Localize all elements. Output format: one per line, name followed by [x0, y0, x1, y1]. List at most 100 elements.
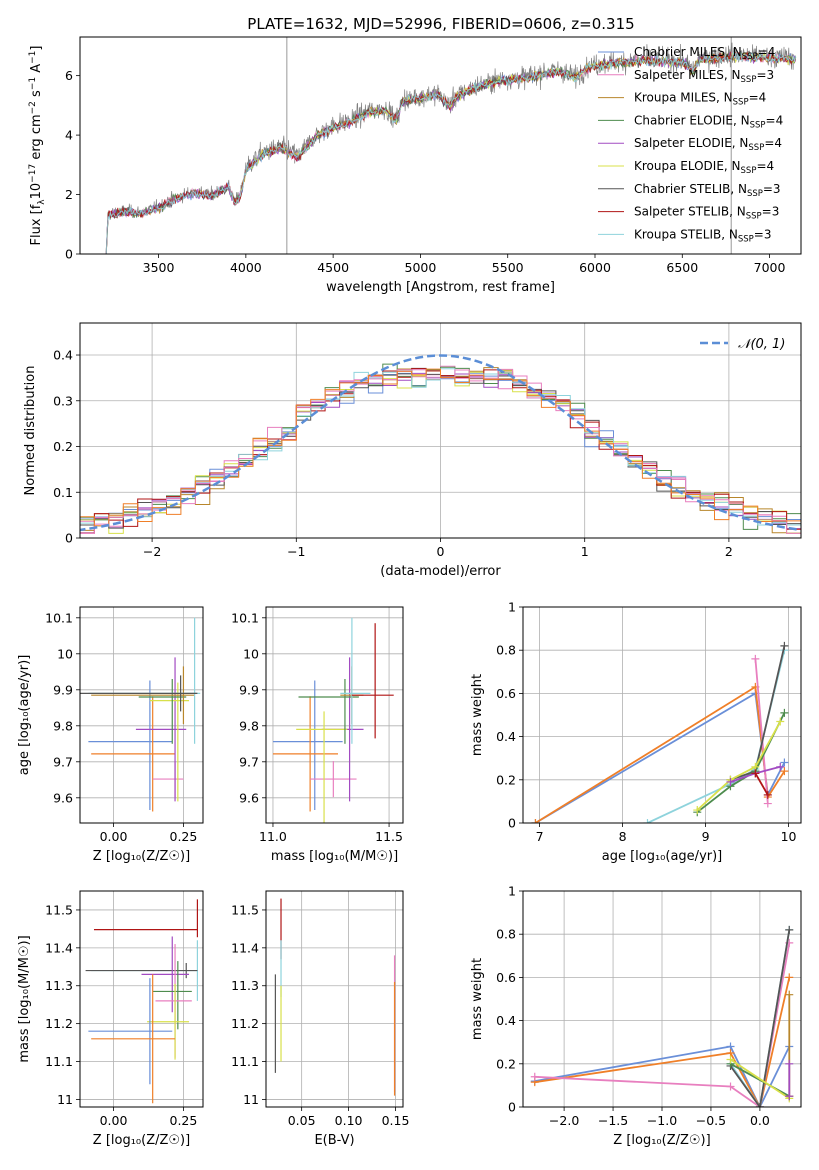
data-point-marker — [780, 767, 789, 776]
errorbar-point — [340, 617, 371, 744]
data-point-marker — [530, 1072, 539, 1081]
errorbar-point — [91, 666, 195, 724]
errorbar-point — [93, 899, 199, 938]
y-tick-label: 1 — [508, 884, 516, 899]
errorbar-point — [147, 983, 190, 1060]
y-tick-label: 9.8 — [239, 718, 259, 733]
data-point-marker — [785, 990, 794, 999]
data-point-marker — [776, 762, 785, 771]
x-tick-label: −1 — [287, 544, 305, 559]
data-point-marker — [755, 1103, 764, 1107]
y-tick-label: 0.6 — [496, 686, 516, 701]
y-tick-label: 0 — [508, 816, 516, 831]
errorbar-point — [272, 696, 338, 812]
y-tick-label: 9.9 — [53, 682, 73, 697]
mass-weight-lines — [530, 925, 794, 1107]
x-tick-label: 0.05 — [288, 1113, 316, 1128]
errorbar-point — [296, 711, 348, 823]
errorbar-point — [138, 679, 187, 744]
x-tick-label: 0.00 — [100, 1113, 128, 1128]
y-tick-label: 11.2 — [231, 1016, 259, 1031]
model-spectrum-line — [105, 51, 796, 254]
y-tick-label: 0.2 — [53, 439, 73, 454]
y-tick-label: 10.1 — [45, 610, 73, 625]
y-tick-label: 9.7 — [53, 754, 73, 769]
x-tick-label: 11.5 — [375, 829, 403, 844]
data-point-marker — [785, 1092, 794, 1101]
axes-frame — [79, 890, 204, 1108]
y-axis-label: Flux [fλ10−17 erg cm−2 s−1 A−1] — [28, 46, 47, 246]
axes-frame — [79, 606, 204, 824]
data-point-marker — [785, 973, 794, 982]
x-tick-label: 7000 — [754, 260, 786, 275]
y-tick-label: 1 — [508, 600, 516, 615]
x-tick-label: −0.5 — [696, 1113, 726, 1128]
x-axis-label: Z [log₁₀(Z/Z☉)] — [93, 849, 190, 864]
legend-entry: Chabrier ELODIE, NSSP=4 — [634, 113, 783, 130]
y-tick-label: 9.8 — [53, 718, 73, 733]
errorbars — [274, 898, 396, 1096]
x-tick-label: 6500 — [666, 260, 698, 275]
data-point-marker — [693, 806, 702, 815]
age-vs-mass-panel: 11.0 11.5 9.6 9.7 9.8 9.9 10 10.1 mass [log₁₀(M/… — [231, 606, 404, 864]
x-tick-label: −1.5 — [598, 1113, 628, 1128]
model-spectrum-line — [105, 52, 796, 254]
histogram-series-step — [80, 368, 801, 530]
data-point-marker — [785, 1059, 794, 1068]
y-tick-label: 11.1 — [45, 1054, 73, 1069]
model-spectrum-line — [105, 53, 796, 254]
y-tick-label: 0 — [65, 247, 73, 262]
y-tick-label: 10 — [57, 646, 73, 661]
gaussian-reference-line — [80, 354, 801, 532]
y-tick-label: 11.4 — [45, 940, 73, 955]
errorbars — [80, 617, 201, 812]
y-tick-label: 0 — [65, 531, 73, 546]
mass-vs-ebv-panel: 0.05 0.10 0.15 11 11.1 11.2 11.3 11.4 11.5 E(B-V) — [231, 890, 410, 1148]
x-tick-label: 0.0 — [750, 1113, 770, 1128]
x-tick-label: 4000 — [230, 260, 262, 275]
y-axis-label: age [log₁₀(age/yr)] — [17, 655, 32, 776]
x-tick-label: 1 — [581, 544, 589, 559]
y-tick-label: 11.5 — [231, 902, 259, 917]
errorbar-point — [80, 675, 198, 712]
y-tick-label: 0.4 — [496, 1013, 516, 1028]
errorbar-point — [85, 963, 198, 979]
histogram-steps — [80, 354, 801, 534]
y-tick-label: 4 — [65, 128, 73, 143]
data-point-marker — [726, 1082, 735, 1091]
x-tick-label: −2.0 — [549, 1113, 579, 1128]
data-point-marker — [763, 799, 772, 808]
errorbars — [85, 899, 199, 1104]
x-tick-label: −1.0 — [647, 1113, 677, 1128]
data-point-marker — [785, 925, 794, 934]
spectrum-panel: 3500 4000 4500 5000 5500 6000 6500 7000 0 2 4 6 wave… — [28, 36, 802, 295]
model-spectrum-line — [105, 51, 796, 254]
age-vs-metallicity-panel: 0.00 0.25 9.6 9.7 9.8 9.9 10 10.1 Z [log₁₀(Z/Z☉)… — [17, 606, 204, 864]
y-axis-label: mass [log₁₀(M/M☉)] — [17, 935, 32, 1062]
x-tick-label: 0.15 — [382, 1113, 410, 1128]
y-axis-label: mass weight — [470, 674, 485, 756]
x-axis-label: mass [log₁₀(M/M☉)] — [271, 849, 398, 864]
y-tick-label: 10.1 — [231, 610, 259, 625]
data-point-marker — [780, 708, 789, 717]
data-point-marker — [751, 769, 760, 778]
errorbar-point — [141, 936, 190, 1013]
y-tick-label: 2 — [65, 187, 73, 202]
y-tick-label: 0.3 — [53, 393, 73, 408]
x-tick-label: 10 — [781, 829, 797, 844]
series-line — [534, 691, 786, 823]
errorbar-point — [298, 679, 359, 744]
y-tick-label: 9.9 — [239, 682, 259, 697]
axes-frame — [522, 606, 802, 824]
series-line — [696, 721, 782, 811]
y-tick-label: 9.7 — [239, 754, 259, 769]
series-line — [534, 1045, 791, 1107]
series-line — [730, 1058, 790, 1100]
series-line — [534, 977, 791, 1107]
figure-title: PLATE=1632, MJD=52996, FIBERID=0606, z=0… — [247, 15, 634, 33]
data-point-marker — [751, 654, 760, 663]
errorbar-point — [351, 623, 394, 739]
axes-frame — [265, 890, 404, 1108]
legend-entry: 𝒩(0, 1) — [738, 337, 785, 352]
